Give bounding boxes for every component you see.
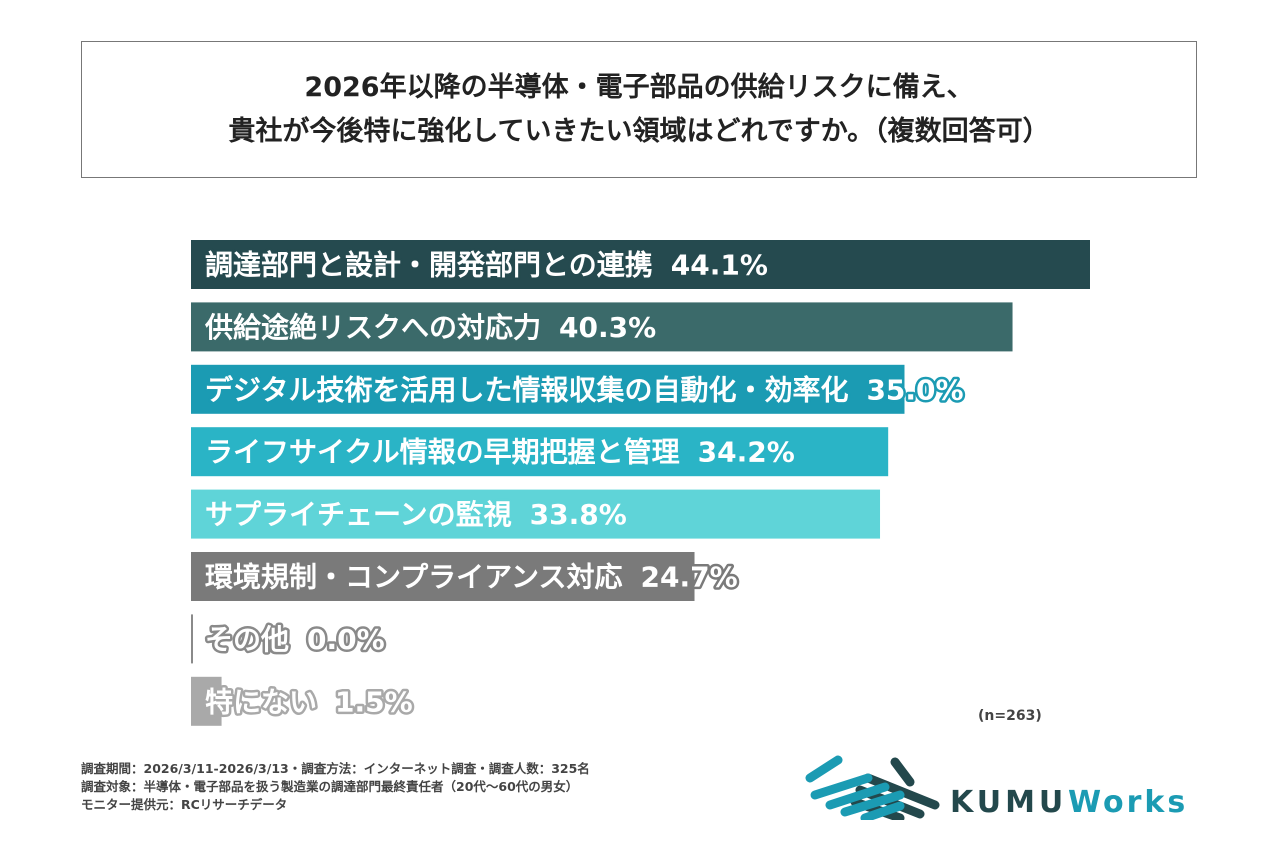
category-label: デジタル技術を活用した情報収集の自動化・効率化	[205, 373, 848, 406]
chart-title-line2: 貴社が今後特に強化していきたい領域はどれですか。（複数回答可）	[228, 115, 1050, 147]
logo-text-works: Works	[1068, 785, 1188, 820]
bar-label: ライフサイクル情報の早期把握と管理 34.2%	[205, 436, 795, 469]
bar-label: デジタル技術を活用した情報収集の自動化・効率化 35.0%	[205, 373, 964, 406]
logo-text-kumu: KUMU	[950, 785, 1067, 820]
value-label: 40.3%	[559, 311, 656, 344]
bar	[191, 676, 222, 726]
value-label: 35.0%	[866, 373, 963, 406]
category-label: 供給途絶リスクへの対応力	[204, 311, 541, 344]
bar-label: サプライチェーンの監視 33.8%	[205, 498, 627, 531]
category-label: 特にない	[205, 685, 317, 718]
footer-line2: 調査対象：半導体・電子部品を扱う製造業の調達部門最終責任者（20代～60代の男女…	[81, 779, 579, 794]
category-label: ライフサイクル情報の早期把握と管理	[205, 436, 680, 469]
value-label: 44.1%	[671, 249, 768, 282]
category-label: 環境規制・コンプライアンス対応	[205, 561, 622, 594]
category-label: サプライチェーンの監視	[205, 498, 512, 531]
value-label: 34.2%	[698, 436, 795, 469]
bar	[191, 614, 193, 664]
bar-label: 供給途絶リスクへの対応力 40.3%	[204, 311, 656, 344]
chart-title-line1: 2026年以降の半導体・電子部品の供給リスクに備え、	[304, 71, 974, 103]
chart-title-box: 2026年以降の半導体・電子部品の供給リスクに備え、 貴社が今後特に強化していき…	[81, 41, 1197, 178]
survey-footer: 調査期間：2026/3/11-2026/3/13・調査方法：インターネット調査・…	[81, 760, 590, 814]
kumu-works-logo: KUMU Works	[805, 755, 1188, 820]
bar	[191, 427, 889, 477]
bar-label: 特にない 1.5%	[205, 685, 413, 718]
bar	[191, 302, 1013, 352]
bar	[191, 240, 1090, 289]
value-label: 1.5%	[335, 685, 413, 718]
bar-label: 環境規制・コンプライアンス対応 24.7%	[205, 561, 738, 594]
footer-line1: 調査期間：2026/3/11-2026/3/13・調査方法：インターネット調査・…	[81, 761, 590, 776]
value-label: 0.0%	[307, 623, 385, 656]
category-label: その他	[205, 623, 289, 656]
bar	[191, 364, 905, 414]
value-label: 33.8%	[530, 498, 627, 531]
bar-label: その他 0.0%	[205, 623, 385, 656]
sample-size: (n=263)	[978, 708, 1042, 724]
bar	[191, 552, 695, 601]
bar-label: 調達部門と設計・開発部門との連携 44.1%	[205, 249, 768, 282]
footer-line3: モニター提供元：RCリサーチデータ	[81, 797, 288, 812]
value-label: 24.7%	[640, 561, 737, 594]
bar	[191, 489, 881, 539]
category-label: 調達部門と設計・開発部門との連携	[205, 249, 653, 282]
